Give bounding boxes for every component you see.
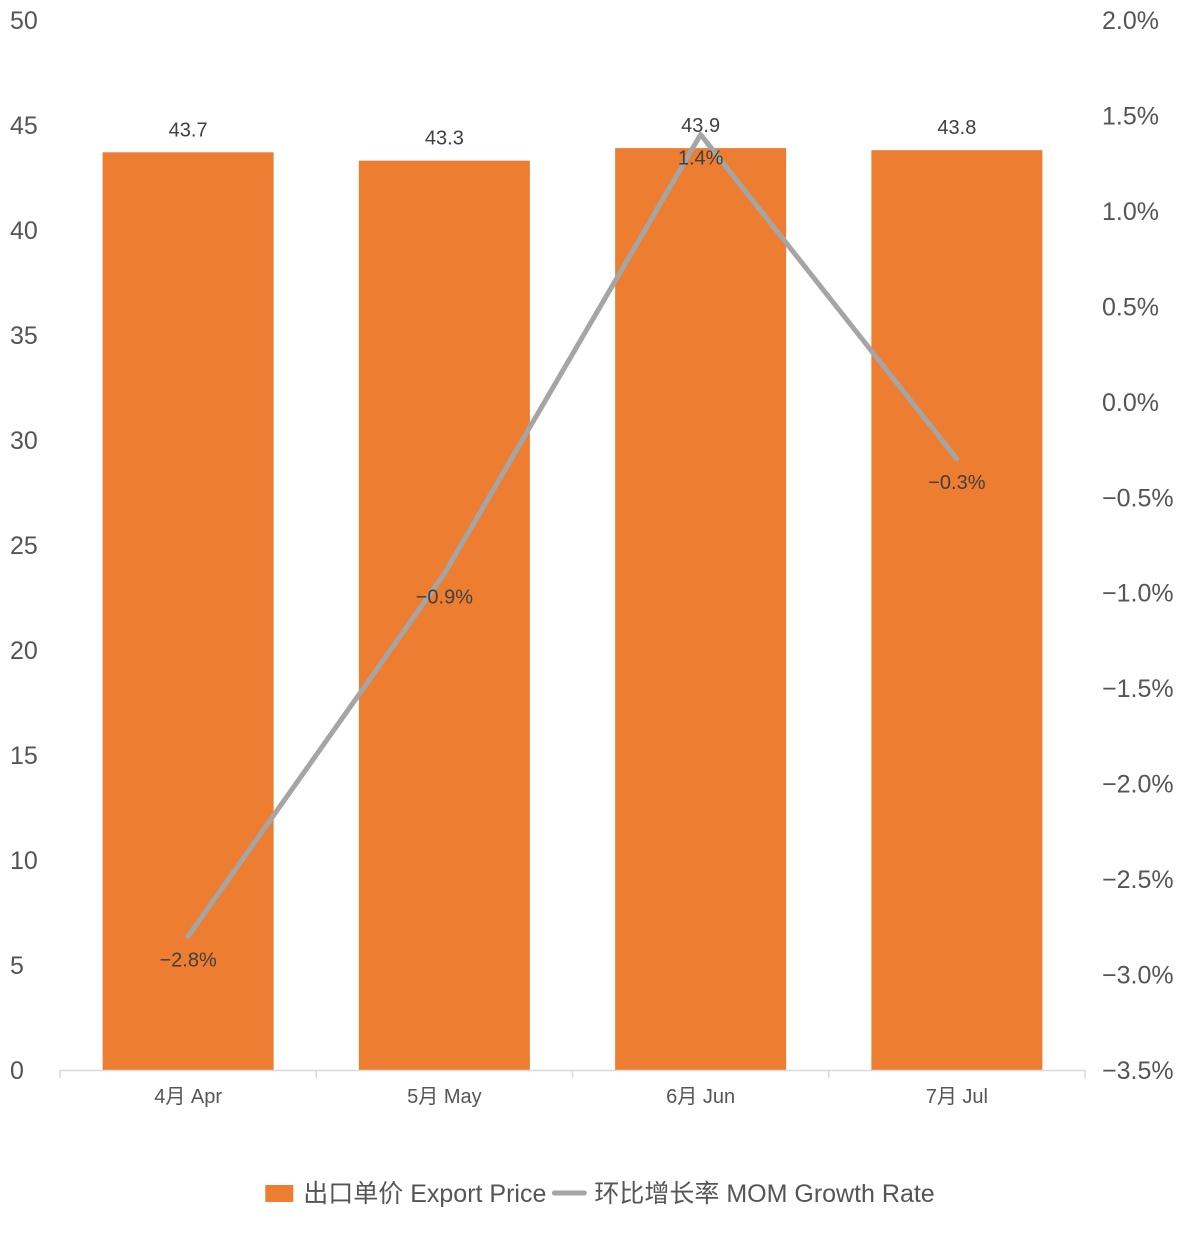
line-data-label: −2.8% bbox=[159, 949, 216, 971]
line-point bbox=[442, 571, 447, 576]
bar bbox=[871, 150, 1043, 1070]
bar-data-label: 43.9 bbox=[681, 115, 720, 137]
legend-label-growth-rate: 环比增长率 MOM Growth Rate bbox=[594, 1180, 934, 1208]
left-axis-tick-label: 15 bbox=[10, 742, 38, 770]
right-axis-tick-label: −1.5% bbox=[1102, 675, 1174, 703]
bar-series bbox=[102, 148, 1043, 1071]
x-axis-tick-label: 4月 Apr bbox=[154, 1086, 222, 1108]
left-axis-tick-label: 20 bbox=[10, 637, 38, 665]
right-axis-tick-label: −2.5% bbox=[1102, 866, 1174, 894]
line-data-labels: −2.8% −0.9% 1.4% −0.3% bbox=[159, 148, 985, 972]
right-axis-tick-label: −3.5% bbox=[1102, 1057, 1174, 1085]
line-point bbox=[954, 457, 959, 462]
line-data-label: −0.9% bbox=[416, 587, 473, 609]
legend-bar-swatch bbox=[265, 1185, 294, 1202]
right-axis-tick-label: 0.5% bbox=[1102, 293, 1159, 321]
right-axis-tick-label: 2.0% bbox=[1102, 7, 1159, 35]
right-axis-tick-label: −1.0% bbox=[1102, 580, 1174, 608]
left-axis-tick-label: 10 bbox=[10, 847, 38, 875]
bar-data-label: 43.8 bbox=[937, 117, 976, 139]
right-axis-tick-label: −2.0% bbox=[1102, 771, 1174, 799]
x-axis: 4月 Apr 5月 May 6月 Jun 7月 Jul bbox=[59, 1069, 1086, 1108]
left-axis-tick-label: 45 bbox=[10, 112, 38, 140]
legend: 出口单价 Export Price 环比增长率 MOM Growth Rate bbox=[265, 1180, 935, 1208]
line-data-label: −0.3% bbox=[928, 472, 985, 494]
right-axis-tick-label: 1.0% bbox=[1102, 198, 1159, 226]
left-axis-tick-label: 40 bbox=[10, 217, 38, 245]
left-axis-tick-label: 30 bbox=[10, 427, 38, 455]
bar bbox=[358, 160, 530, 1070]
bar-data-labels: 43.7 43.3 43.9 43.8 bbox=[169, 115, 977, 150]
right-axis-tick-label: −3.0% bbox=[1102, 962, 1174, 990]
right-axis-tick-label: 0.0% bbox=[1102, 389, 1159, 417]
x-axis-tick-label: 7月 Jul bbox=[926, 1086, 988, 1108]
bar bbox=[615, 148, 787, 1071]
left-axis-tick-label: 5 bbox=[10, 952, 24, 980]
right-axis-tick-label: −0.5% bbox=[1102, 484, 1174, 512]
legend-label-export-price: 出口单价 Export Price bbox=[303, 1180, 546, 1208]
growth-rate-line bbox=[185, 132, 960, 939]
x-axis-tick-label: 6月 Jun bbox=[666, 1086, 735, 1108]
right-axis-ticks: −3.5% −3.0% −2.5% −2.0% −1.5% −1.0% −0.5% 0.0% 0… bbox=[1102, 7, 1174, 1085]
left-axis-tick-label: 0 bbox=[10, 1057, 24, 1085]
left-axis-ticks: 0 5 10 15 20 25 30 35 40 45 50 bbox=[10, 7, 38, 1085]
x-axis-tick-label: 5月 May bbox=[407, 1086, 481, 1108]
left-axis-tick-label: 50 bbox=[10, 7, 38, 35]
bar-data-label: 43.3 bbox=[425, 128, 464, 150]
line-data-label: 1.4% bbox=[678, 148, 724, 170]
bar bbox=[102, 152, 274, 1071]
left-axis-tick-label: 35 bbox=[10, 322, 38, 350]
line-point bbox=[698, 132, 703, 137]
bar-data-label: 43.7 bbox=[169, 119, 208, 141]
left-axis-tick-label: 25 bbox=[10, 532, 38, 560]
line-series bbox=[185, 132, 960, 939]
right-axis-tick-label: 1.5% bbox=[1102, 102, 1159, 130]
line-point bbox=[186, 934, 191, 939]
